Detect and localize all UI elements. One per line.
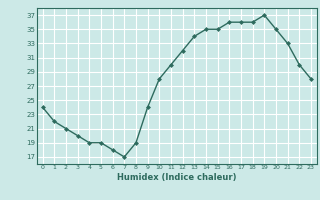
X-axis label: Humidex (Indice chaleur): Humidex (Indice chaleur) [117,173,236,182]
